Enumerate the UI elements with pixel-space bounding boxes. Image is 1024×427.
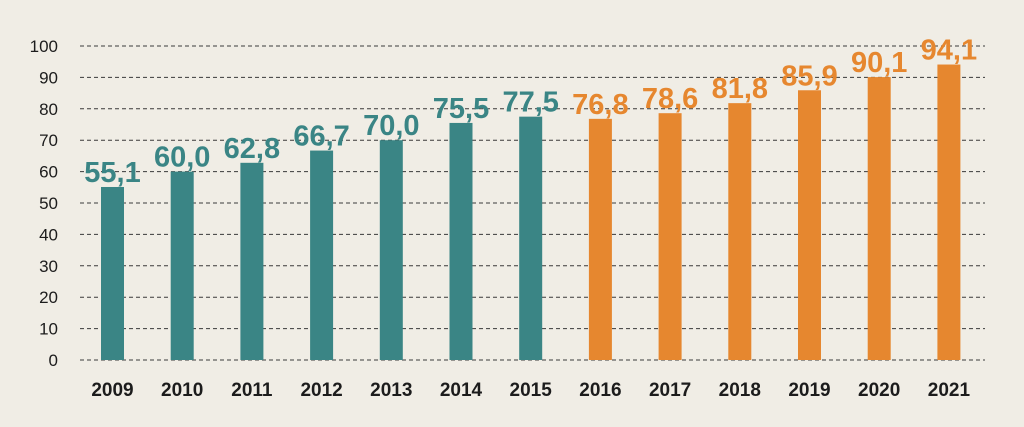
bar <box>449 122 473 361</box>
x-tick-label: 2014 <box>440 380 483 401</box>
x-tick-label: 2016 <box>579 380 621 401</box>
x-tick-label: 2017 <box>649 380 691 401</box>
y-tick-label: 60 <box>39 163 58 182</box>
y-tick-label: 90 <box>39 68 58 87</box>
bar <box>658 113 682 360</box>
data-label: 81,8 <box>712 73 768 105</box>
bar <box>728 103 752 360</box>
data-label: 78,6 <box>642 83 698 115</box>
y-tick-label: 70 <box>39 131 58 150</box>
bars <box>101 64 961 361</box>
bar <box>588 118 612 361</box>
y-tick-label: 40 <box>39 225 58 244</box>
data-label: 55,1 <box>84 157 140 189</box>
x-tick-label: 2021 <box>928 380 971 401</box>
data-label: 62,8 <box>224 133 280 165</box>
bar <box>170 171 194 360</box>
x-tick-label: 2009 <box>91 380 133 401</box>
x-axis-ticks: 2009 2010 2011 2012 2013 2014 2015 2016 2017 2018… <box>91 380 970 401</box>
x-tick-label: 2019 <box>788 380 830 401</box>
data-label: 66,7 <box>293 121 349 153</box>
x-tick-label: 2015 <box>510 380 553 401</box>
data-label: 70,0 <box>363 110 419 142</box>
y-tick-label: 0 <box>49 351 58 370</box>
y-tick-label: 30 <box>39 257 58 276</box>
data-label: 94,1 <box>921 35 977 67</box>
x-tick-label: 2018 <box>719 380 761 401</box>
bar <box>240 162 264 360</box>
bar <box>101 186 124 360</box>
data-label: 90,1 <box>851 47 907 79</box>
bar <box>310 150 334 360</box>
data-label: 60,0 <box>154 142 210 174</box>
data-label: 75,5 <box>433 93 489 125</box>
x-tick-label: 2013 <box>370 380 412 401</box>
bar <box>379 140 403 360</box>
x-tick-label: 2011 <box>231 380 273 401</box>
bar <box>798 90 821 361</box>
y-axis-ticks: 0 10 20 30 40 50 60 70 80 90 100 <box>30 37 58 370</box>
data-labels: 55,1 60,0 62,8 66,7 70,0 75,5 77,5 76,8 78,6 81,8… <box>84 35 977 189</box>
grid-lines <box>80 45 985 361</box>
bar <box>937 64 961 360</box>
bar <box>867 77 891 360</box>
bar <box>519 116 543 361</box>
x-tick-label: 2020 <box>858 380 900 401</box>
y-tick-label: 20 <box>39 288 58 307</box>
y-tick-label: 100 <box>30 37 58 56</box>
data-label: 85,9 <box>781 60 837 92</box>
data-label: 77,5 <box>502 87 558 119</box>
y-tick-label: 10 <box>39 320 58 339</box>
x-tick-label: 2010 <box>161 380 203 401</box>
y-tick-label: 80 <box>39 100 58 119</box>
data-label: 76,8 <box>572 89 628 121</box>
y-tick-label: 50 <box>39 194 58 213</box>
x-tick-label: 2012 <box>300 380 342 401</box>
